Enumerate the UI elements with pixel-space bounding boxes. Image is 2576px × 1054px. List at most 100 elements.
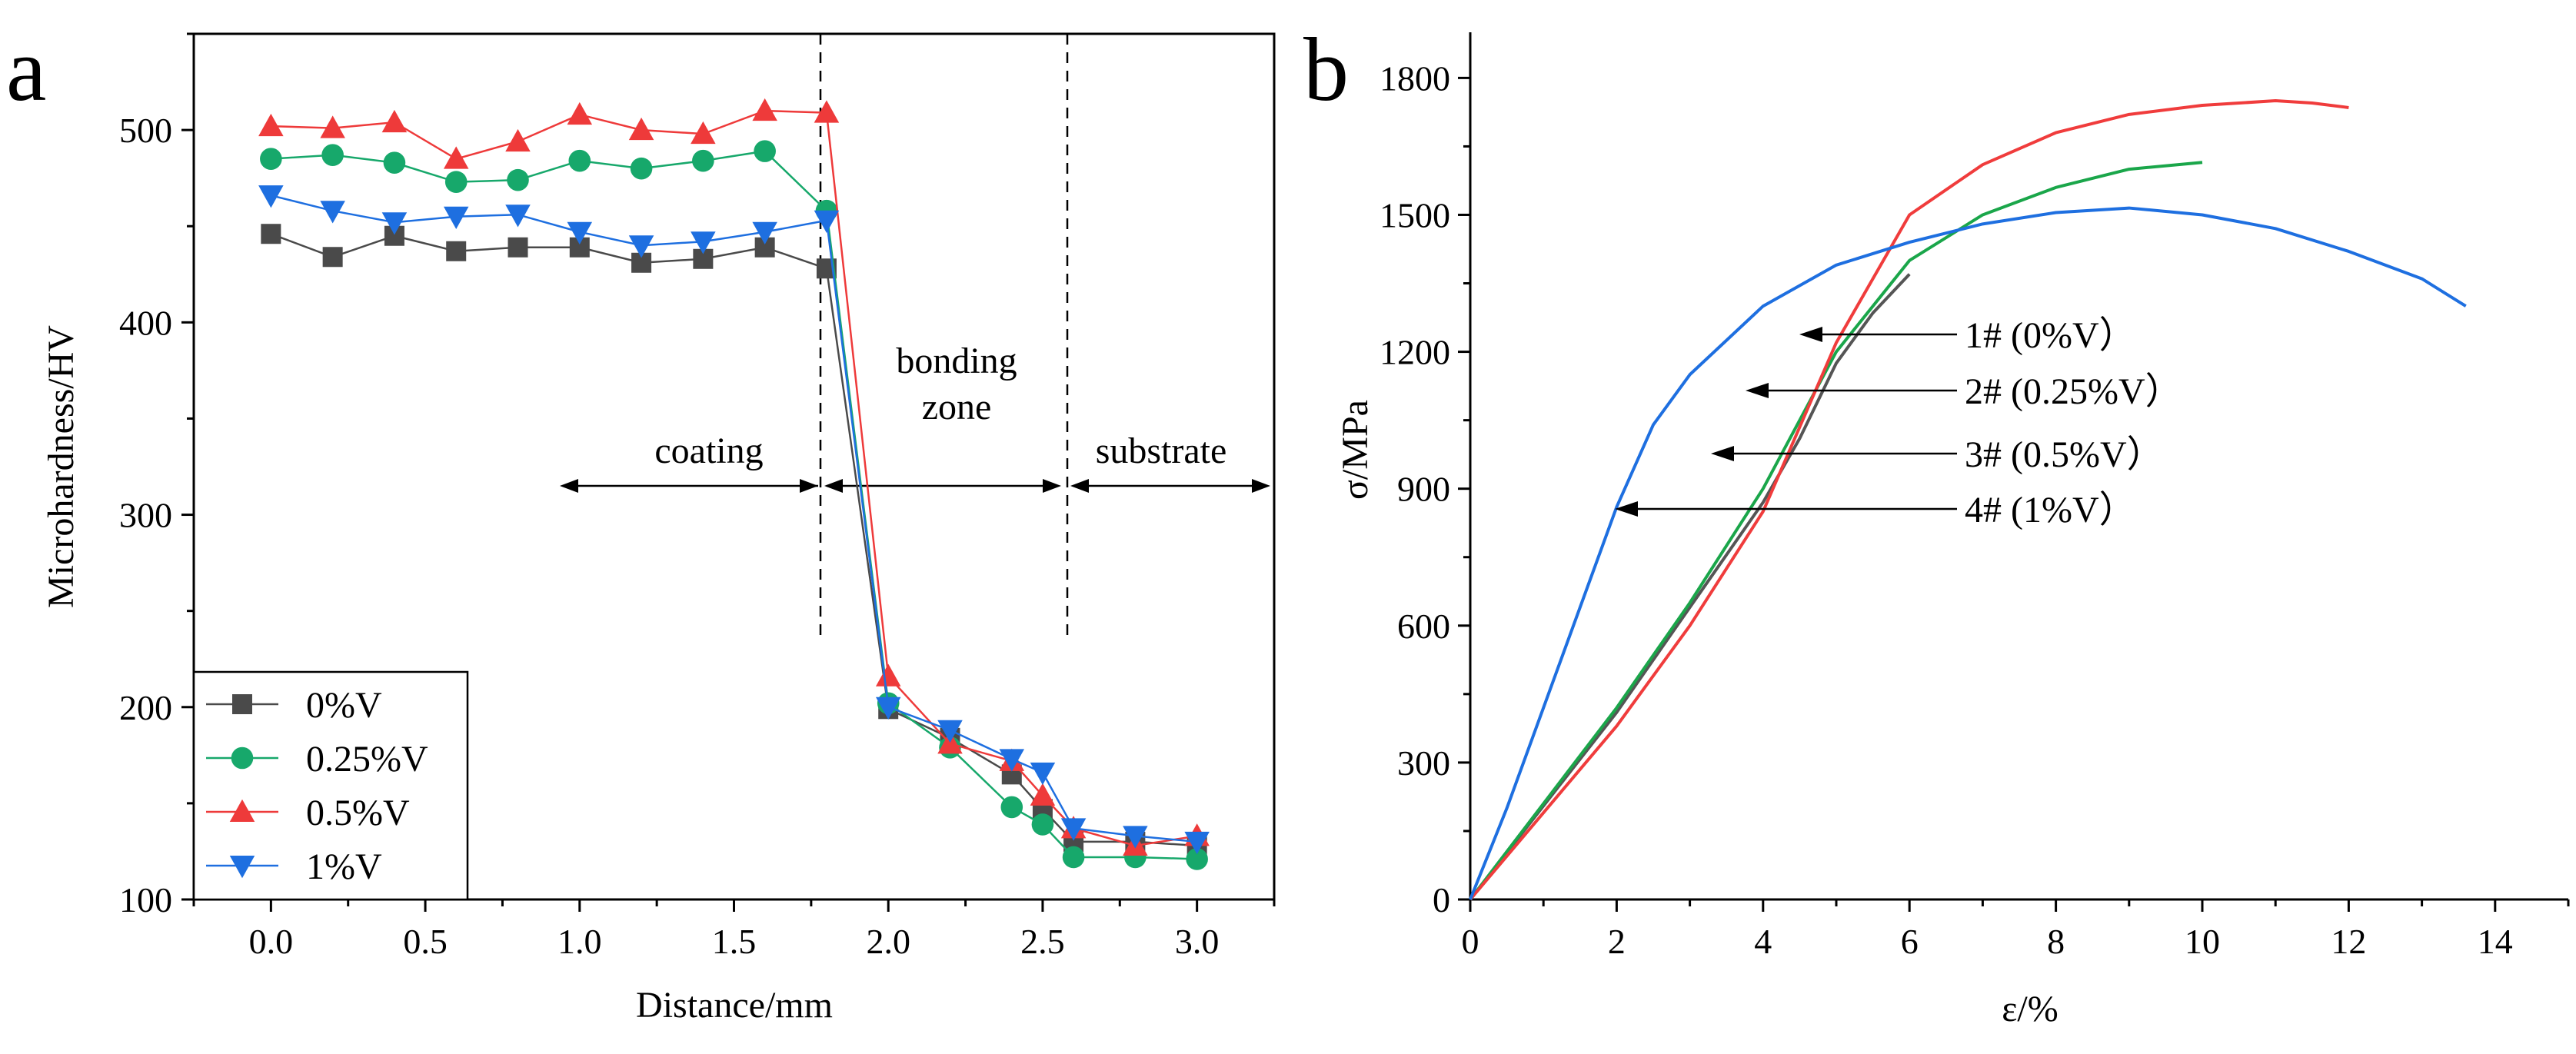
annotation-arrowhead-2 [1746,383,1769,398]
data-point [692,149,714,172]
annotation-arrowhead-4 [1615,501,1638,517]
y-tick-label: 900 [1397,470,1450,509]
panel-a-x-ticks: 0.0 0.5 1.0 1.5 2.0 2.5 3.0 [192,899,1276,961]
data-point [752,98,777,121]
coating-arrow-head-left [560,479,578,493]
data-point [814,210,840,233]
panel-a-y-ticks: 100 200 300 400 500 [119,32,194,919]
data-point [1030,762,1056,786]
data-point [1062,846,1085,869]
y-tick-label: 1200 [1380,333,1450,372]
panel-b-label: b [1303,19,1349,120]
y-tick-label: 1800 [1380,58,1450,98]
curve-3# (0.5%V) [1469,99,2349,901]
data-point [568,149,591,172]
legend-label: 1%V [306,846,382,887]
x-tick-label: 12 [2331,922,2366,961]
data-point [691,231,716,254]
data-point [232,694,252,714]
x-tick-label: 3.0 [1175,922,1220,961]
data-point [507,168,529,191]
annotation-label-2: 2# (0.25%V） [1965,371,2182,412]
data-point [322,247,343,268]
data-point [260,148,282,170]
panel-b: b ε/% σ/MPa 0 2 4 6 8 10 12 14 0 300 600 900 1200 15… [1303,19,2570,1029]
data-point [229,799,255,822]
data-point [1000,796,1023,819]
data-point [1123,826,1148,849]
data-point [875,663,901,687]
data-point [567,101,593,125]
legend-entries: 0%V 0.25%V 0.5%V 1%V [206,685,428,887]
data-point [505,204,531,228]
x-tick-label: 1.0 [557,922,602,961]
data-point [258,113,284,137]
y-tick-label: 600 [1397,607,1450,646]
x-tick-label: 1.5 [712,922,757,961]
data-point [381,212,408,235]
x-tick-label: 2.5 [1020,922,1065,961]
y-tick-label: 400 [119,303,172,342]
legend-label: 0.25%V [306,739,428,780]
data-point [630,157,653,180]
y-tick-label: 300 [1397,743,1450,783]
x-tick-label: 14 [2478,922,2513,961]
x-tick-label: 0.5 [403,922,448,961]
data-point [320,201,345,224]
data-point [505,128,531,152]
annotation-label-3: 3# (0.5%V） [1965,434,2164,475]
data-point [999,749,1025,772]
data-point [1031,813,1054,836]
data-point [321,144,344,166]
substrate-arrow-head-right [1252,479,1270,493]
data-point [508,237,528,258]
y-tick-label: 0 [1433,880,1450,919]
data-point [443,206,469,229]
data-point [628,117,654,141]
data-point [814,100,840,123]
y-tick-label: 200 [119,688,172,727]
x-tick-label: 6 [1901,922,1919,961]
y-tick-label: 300 [119,496,172,535]
data-point [1186,848,1208,870]
data-point [320,115,345,138]
y-tick-label: 100 [119,880,172,919]
data-point [752,221,777,244]
coating-arrow-head-right [800,479,818,493]
panel-a-label: a [6,19,46,120]
data-point [937,720,963,743]
zone-label: zone [922,387,992,427]
data-point [444,171,468,193]
data-point [1060,818,1087,841]
panel-a-series [258,98,1210,870]
data-point [231,746,254,770]
panel-b-x-ticks: 0 2 4 6 8 10 12 14 [1462,899,2570,961]
panel-b-x-axis-title: ε/% [2002,989,2058,1029]
bonding-label: bonding [896,341,1017,381]
x-tick-label: 0.0 [249,922,294,961]
panel-a-legend: 0%V 0.25%V 0.5%V 1%V [192,670,469,901]
data-point [754,140,776,162]
data-point [446,241,467,261]
coating-label: coating [654,431,763,471]
x-tick-label: 2.0 [866,922,910,961]
panel-a-y-axis-title: Microhardness/HV [41,325,82,608]
y-tick-label: 1500 [1380,195,1450,234]
substrate-label: substrate [1096,431,1227,471]
panel-b-y-ticks: 0 300 600 900 1200 1500 1800 [1380,58,1470,919]
substrate-arrow-head-left [1070,479,1089,493]
annotation-arrowhead-1 [1799,327,1822,342]
curve-2# (0.25%V) [1469,161,2203,901]
data-point [1030,783,1056,806]
x-tick-label: 8 [2047,922,2065,961]
series-0.5%V [258,98,1210,856]
annotation-label-1: 1# (0%V） [1965,315,2136,356]
panel-a: a Distance/mm Microhardness/HV 0.0 0.5 1.0… [6,19,1276,1026]
curve-1# (0%V) [1469,273,1911,901]
bonding-arrow-head-right [1043,479,1061,493]
legend-label: 0.5%V [306,793,410,833]
data-point [875,697,901,720]
panel-b-series [1469,99,2467,901]
annotation-label-4: 4# (1%V） [1965,490,2136,530]
curve-annotations: 1# (0%V） 2# (0.25%V） 3# (0.5%V） 4# (1%V） [1615,315,2182,530]
